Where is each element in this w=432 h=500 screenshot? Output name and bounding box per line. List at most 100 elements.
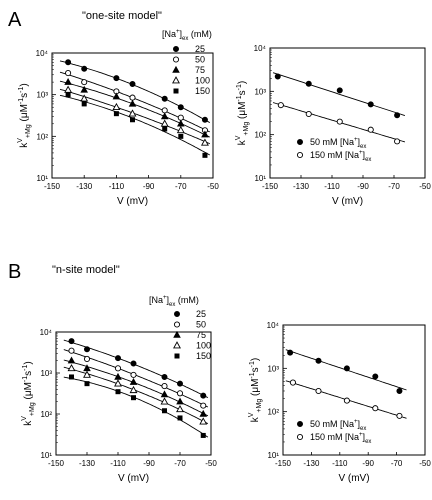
x-tick-label: -70 — [388, 182, 400, 191]
legend-marker — [296, 138, 303, 145]
x-tick-label: -130 — [303, 459, 320, 468]
data-point — [80, 94, 89, 102]
data-point — [176, 125, 185, 134]
data-point — [160, 119, 169, 127]
y-tick-label: 10¹ — [267, 451, 279, 460]
x-tick-label: -110 — [332, 459, 348, 468]
y-tick-label: 10³ — [36, 91, 48, 100]
fit-line-a-right-0 — [272, 72, 406, 117]
data-point — [129, 385, 138, 394]
panel-b-letter: B — [8, 261, 21, 283]
x-axis-label: V (mV) — [118, 473, 149, 484]
data-point — [81, 79, 88, 86]
x-tick-label: -70 — [174, 459, 186, 468]
y-tick-label: 10² — [36, 132, 48, 141]
plot-a-right: -150 -130 -110 -90 -70 -50 10¹ 10² 10³ 10⁴ V (mV) k… — [235, 44, 431, 207]
x-tick-label: -110 — [110, 459, 126, 468]
data-point — [162, 408, 167, 414]
panel-a-model-title: "one-site model" — [82, 10, 162, 22]
data-point — [131, 395, 136, 401]
data-point — [177, 415, 183, 421]
legend-marker — [174, 353, 180, 359]
data-point — [67, 363, 76, 372]
legend-label: 75 — [196, 330, 206, 340]
data-point — [176, 380, 183, 387]
data-point — [129, 94, 136, 101]
x-tick-label: -50 — [205, 459, 217, 468]
data-point — [130, 360, 137, 367]
x-tick-label: -50 — [419, 182, 431, 191]
data-point — [367, 126, 374, 133]
plot-b-left: -150 -130 -110 -90 -70 -50 10¹ 10² 10³ 10⁴ V (mV) k… — [21, 328, 217, 484]
data-point — [199, 409, 208, 417]
data-point — [336, 87, 343, 94]
x-tick-label: -130 — [76, 182, 93, 191]
data-point — [287, 349, 294, 356]
data-point — [277, 102, 284, 109]
legend-marker — [173, 321, 181, 328]
x-tick-label: -150 — [275, 459, 292, 468]
data-point — [177, 119, 185, 127]
data-point — [396, 412, 403, 419]
x-axis-label: V (mV) — [117, 196, 148, 207]
y-axis-label: kV+Mg (μM-1s-1) — [235, 81, 250, 146]
legend-marker — [172, 46, 179, 53]
legend-marker — [172, 65, 180, 73]
data-point — [289, 379, 296, 386]
y-tick-label: 10² — [254, 131, 266, 140]
legend-marker — [296, 433, 304, 441]
data-point — [161, 383, 168, 390]
y-tick-label: 10² — [40, 410, 52, 419]
legend-marker — [172, 56, 180, 63]
x-axis-label: V (mV) — [332, 196, 363, 207]
data-point — [65, 59, 72, 66]
data-point — [176, 397, 184, 405]
data-point — [336, 118, 343, 125]
data-point — [372, 405, 379, 412]
legend-label: 25 — [195, 44, 205, 54]
data-point — [129, 81, 136, 88]
legend-label: 150 mM [Na+]ex — [310, 150, 371, 163]
data-point — [161, 107, 168, 114]
x-tick-label: -150 — [262, 182, 279, 191]
data-point — [83, 370, 91, 378]
legend-label: 50 — [195, 55, 205, 65]
data-point — [161, 95, 168, 102]
data-point — [64, 85, 73, 93]
x-tick-label: -50 — [419, 459, 431, 468]
x-tick-label: -110 — [109, 182, 125, 191]
axes-frame — [282, 324, 426, 456]
x-tick-label: -90 — [362, 459, 374, 468]
data-point — [305, 80, 312, 87]
y-tick-label: 10² — [267, 408, 279, 417]
legend-label: 100 — [195, 76, 210, 86]
data-point — [68, 347, 75, 354]
data-point — [69, 374, 74, 380]
y-axis-label: kV+Mg (μM-1s-1) — [248, 358, 263, 423]
y-tick-label: 10¹ — [254, 174, 266, 183]
axes-frame — [51, 52, 214, 179]
axes-frame — [269, 47, 426, 179]
axes-frame — [55, 331, 212, 456]
data-point — [162, 126, 168, 132]
x-tick-label: -70 — [391, 459, 403, 468]
y-tick-label: 10⁴ — [40, 328, 53, 337]
x-tick-label: -90 — [143, 182, 155, 191]
legend-marker — [173, 341, 181, 349]
data-point — [130, 117, 135, 123]
x-tick-label: -130 — [79, 459, 96, 468]
y-tick-label: 10⁴ — [36, 49, 49, 58]
data-point — [114, 365, 122, 372]
data-point — [80, 85, 88, 93]
y-tick-label: 10³ — [254, 87, 266, 96]
data-point — [200, 402, 207, 409]
legend-label: 25 — [196, 309, 206, 319]
data-point — [112, 92, 121, 100]
data-point — [274, 73, 281, 80]
panel-a-legend-header: [Na+]ex (mM) — [162, 29, 212, 42]
data-point — [315, 357, 322, 364]
legend-label: 100 — [196, 341, 211, 351]
data-point — [202, 152, 208, 158]
data-point — [81, 101, 87, 107]
